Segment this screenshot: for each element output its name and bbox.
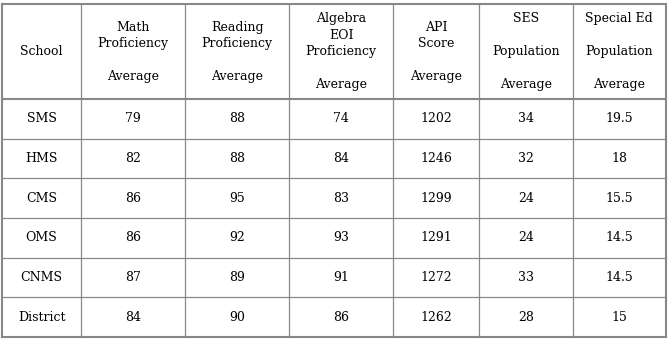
Text: 88: 88	[229, 152, 245, 165]
Text: API
Score

Average: API Score Average	[410, 21, 462, 83]
Text: 33: 33	[518, 271, 534, 284]
Text: 15.5: 15.5	[605, 192, 633, 205]
Text: 24: 24	[518, 192, 534, 205]
Text: OMS: OMS	[25, 231, 57, 244]
Text: CMS: CMS	[26, 192, 57, 205]
Text: HMS: HMS	[25, 152, 57, 165]
Text: 91: 91	[333, 271, 349, 284]
Text: SMS: SMS	[27, 113, 57, 125]
Text: 86: 86	[333, 311, 349, 324]
Text: 89: 89	[229, 271, 245, 284]
Text: 92: 92	[229, 231, 245, 244]
Text: SES

Population

Average: SES Population Average	[492, 12, 560, 91]
Text: 32: 32	[518, 152, 534, 165]
Text: Math
Proficiency

Average: Math Proficiency Average	[98, 21, 168, 83]
Text: 83: 83	[333, 192, 349, 205]
Text: 95: 95	[229, 192, 245, 205]
Text: 34: 34	[518, 113, 534, 125]
Text: 18: 18	[611, 152, 627, 165]
Text: 1299: 1299	[420, 192, 452, 205]
Text: 19.5: 19.5	[605, 113, 633, 125]
Text: 1262: 1262	[420, 311, 452, 324]
Text: 86: 86	[125, 231, 141, 244]
Text: 86: 86	[125, 192, 141, 205]
Text: 93: 93	[333, 231, 349, 244]
Text: 88: 88	[229, 113, 245, 125]
Text: 15: 15	[611, 311, 627, 324]
Text: 14.5: 14.5	[605, 231, 633, 244]
Text: 87: 87	[125, 271, 141, 284]
Text: Algebra
EOI
Proficiency

Average: Algebra EOI Proficiency Average	[306, 12, 377, 91]
Text: 14.5: 14.5	[605, 271, 633, 284]
Text: 90: 90	[229, 311, 245, 324]
Text: 79: 79	[125, 113, 141, 125]
Text: 1202: 1202	[420, 113, 452, 125]
Text: 24: 24	[518, 231, 534, 244]
Text: 1291: 1291	[420, 231, 452, 244]
Text: School: School	[20, 45, 63, 58]
Text: 84: 84	[125, 311, 141, 324]
Text: Reading
Proficiency

Average: Reading Proficiency Average	[202, 21, 273, 83]
Text: 84: 84	[333, 152, 349, 165]
Text: 1246: 1246	[420, 152, 452, 165]
Text: District: District	[18, 311, 65, 324]
Text: 1272: 1272	[420, 271, 452, 284]
Text: 82: 82	[125, 152, 141, 165]
Text: 28: 28	[518, 311, 534, 324]
Text: CNMS: CNMS	[21, 271, 63, 284]
Text: 74: 74	[333, 113, 349, 125]
Text: Special Ed

Population

Average: Special Ed Population Average	[585, 12, 653, 91]
